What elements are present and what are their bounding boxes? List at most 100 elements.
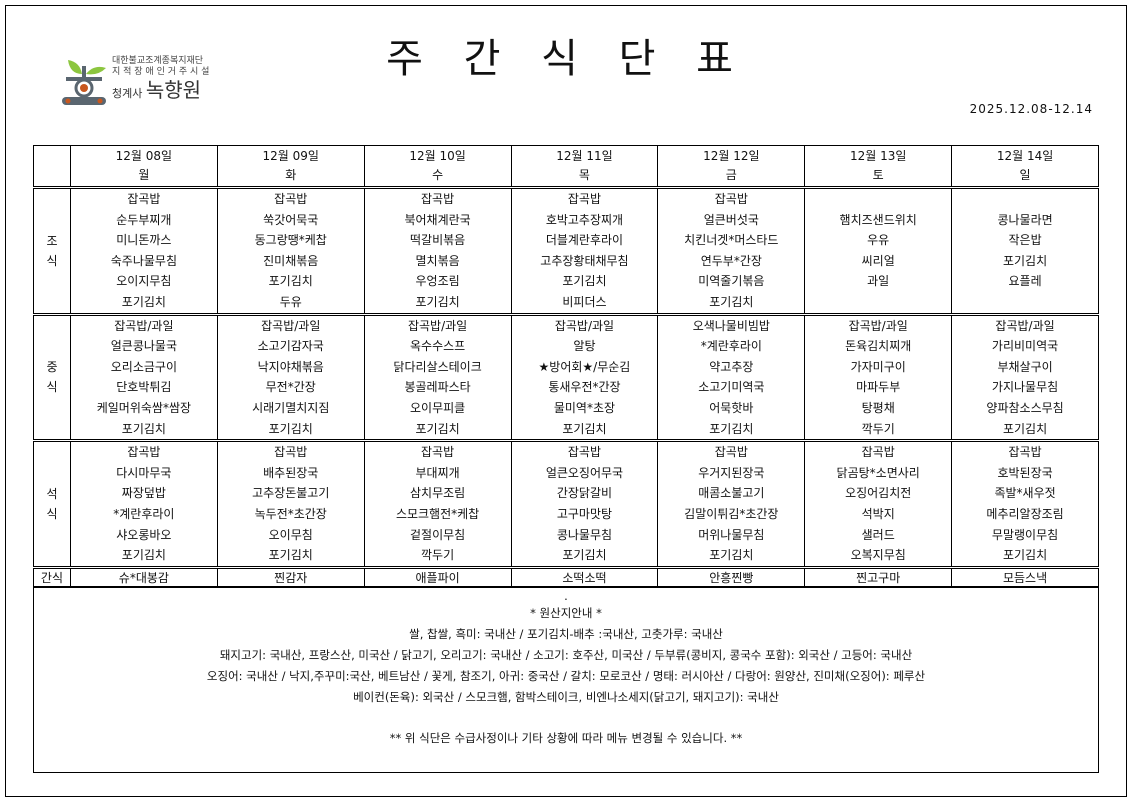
day-weekday: 수 (432, 168, 444, 182)
menu-item: 배추된장국 (263, 465, 319, 480)
day-weekday: 월 (138, 168, 150, 182)
day-header-2: 12월 10일 수 (363, 145, 512, 189)
menu-item: 간장닭갈비 (556, 486, 613, 501)
menu-item: 동그랑땡*케찹 (254, 233, 327, 248)
menu-item: 무말랭이무침 (991, 527, 1059, 542)
menu-item: 오색나물비빔밥 (692, 318, 770, 333)
day-header-5: 12월 13일 토 (804, 145, 953, 189)
menu-cell: 잡곡밥/과일 얼큰콩나물국 오리소금구이 단호박튀김 케일머위숙쌈*쌈장 포기김치 (69, 313, 218, 443)
menu-item: 삼치무조림 (409, 486, 466, 501)
menu-item: 탕평채 (861, 400, 895, 415)
menu-item: 북어채계란국 (404, 212, 471, 227)
menu-item: 요플레 (1008, 274, 1042, 289)
logo: 대한불교조계종복지재단 지 적 장 애 인 거 주 시 설 청계사 녹향원 (60, 56, 280, 110)
menu-item: 다시마무국 (116, 465, 172, 480)
menu-item (805, 189, 951, 210)
menu-item: 오이무피클 (409, 400, 466, 415)
menu-item: 깍두기 (421, 548, 455, 563)
menu-item: 케일머위숙쌈*쌈장 (96, 400, 192, 415)
menu-item: 가지나물무침 (991, 380, 1059, 395)
menu-item: 포기김치 (268, 274, 313, 289)
day-date: 12월 09일 (262, 149, 319, 163)
menu-item: 머위나물무침 (698, 527, 765, 542)
menu-item: 양파참소스무침 (986, 400, 1064, 415)
menu-item: 잡곡밥 (127, 192, 161, 206)
menu-item: 포기김치 (709, 548, 754, 563)
menu-item: 우거지된장국 (698, 465, 765, 480)
menu-item: 통새우전*간장 (548, 380, 621, 395)
menu-item: 두유 (279, 294, 302, 309)
day-date: 12월 13일 (849, 149, 907, 163)
menu-item: 호박된장국 (997, 465, 1053, 480)
notes-line: 오징어: 국내산 / 낙지,주꾸미:국산, 베트남산 / 꽃게, 참조기, 아귀… (206, 669, 926, 683)
menu-table: 12월 08일 월 12월 09일 화 12월 10일 수 12월 11일 목 12월 12일 금… (33, 145, 1099, 588)
logo-line1: 대한불교조계종복지재단 (112, 56, 204, 66)
menu-item: 콩나물라면 (997, 212, 1053, 227)
menu-item: 잡곡밥/과일 (407, 318, 468, 333)
menu-item: 깍두기 (861, 421, 895, 436)
menu-cell: 잡곡밥 닭곰탕*소면사리 오징어김치전 석박지 샐러드 오복지무침 (804, 440, 953, 569)
menu-item: 포기김치 (709, 421, 754, 436)
menu-item: 얼큰버섯국 (703, 212, 759, 227)
menu-item: 잡곡밥 (714, 445, 748, 460)
menu-item: 고구마맛탕 (556, 506, 613, 521)
menu-cell: 콩나물라면 작은밥 포기김치 요플레 (951, 187, 1099, 316)
menu-item: 연두부*간장 (700, 253, 762, 268)
meal-label-2: 식 (46, 253, 58, 268)
meal-label-1: 석 (46, 486, 58, 501)
menu-item: 미역줄기볶음 (698, 274, 765, 289)
menu-item: 오이지무침 (116, 274, 172, 289)
menu-item: 매콤소불고기 (698, 486, 765, 501)
menu-item: 단호박튀김 (116, 380, 172, 395)
menu-item: 소고기미역국 (698, 380, 765, 395)
menu-item: 잡곡밥/과일 (995, 318, 1055, 333)
day-header-0: 12월 08일 월 (69, 145, 218, 189)
notes-warning: ** 위 식단은 수급사정이나 기타 상황에 따라 메뉴 변경될 수 있습니다.… (389, 731, 743, 745)
menu-item: 포기김치 (268, 548, 313, 563)
menu-item: 부대찌개 (415, 465, 460, 480)
menu-item: 고추장황태채무침 (540, 253, 629, 268)
menu-item: 고추장돈불고기 (252, 486, 330, 501)
menu-item: 닭곰탕*소면사리 (836, 465, 920, 480)
day-weekday: 화 (285, 168, 297, 182)
menu-item: 오복지무침 (850, 548, 906, 563)
page-border (5, 5, 1127, 797)
menu-item: 비피더스 (562, 294, 607, 309)
menu-item (952, 292, 1098, 313)
menu-item: 마파두부 (856, 380, 901, 395)
menu-item: 잡곡밥 (567, 192, 602, 206)
menu-item: 잡곡밥/과일 (848, 318, 908, 333)
menu-item (952, 189, 1098, 210)
menu-cell: 잡곡밥/과일 소고기감자국 낙지야채볶음 무전*간장 시래기멸치지짐 포기김치 (216, 313, 365, 443)
menu-item: 포기김치 (415, 294, 460, 309)
menu-cell: 잡곡밥 다시마무국 짜장덮밥 *계란후라이 샤오롱바오 포기김치 (69, 440, 218, 569)
logo-line2: 지 적 장 애 인 거 주 시 설 (112, 67, 210, 77)
menu-item: 진미채볶음 (263, 253, 319, 268)
meal-label-1: 조 (46, 233, 58, 248)
notes-heading: * 원산지안내 * (530, 606, 602, 620)
snack-item: 안흥찐빵 (657, 566, 806, 588)
menu-item: 석박지 (861, 506, 895, 521)
snack-item: 찐고구마 (804, 566, 953, 588)
menu-item: 치킨너겟*머스타드 (684, 233, 779, 248)
menu-item: 잡곡밥/과일 (114, 318, 174, 333)
meal-row: 조 식 잡곡밥 순두부찌개 미니돈까스 숙주나물무침 오이지무침 포기김치 잡곡밥 쑥갓어묵국 동그… (33, 187, 1099, 316)
menu-item: 포기김치 (709, 294, 754, 309)
day-date: 12월 11일 (556, 149, 613, 163)
menu-item: 얼큰콩나물국 (110, 339, 177, 354)
menu-cell: 잡곡밥 순두부찌개 미니돈까스 숙주나물무침 오이지무침 포기김치 (69, 187, 218, 316)
menu-item: 잡곡밥/과일 (554, 318, 615, 333)
notes-line: 돼지고기: 국내산, 프랑스산, 미국산 / 닭고기, 오리고기: 국내산 / … (219, 648, 913, 662)
menu-item: 가자미구이 (850, 359, 906, 374)
date-range: 2025.12.08-12.14 (969, 102, 1093, 116)
menu-item: *계란후라이 (700, 339, 762, 354)
menu-item: 얼큰오징어무국 (545, 465, 624, 480)
snack-item: 애플파이 (363, 566, 512, 588)
menu-item: 쑥갓어묵국 (263, 212, 319, 227)
menu-item: 가리비미역국 (991, 339, 1059, 354)
menu-cell: 잡곡밥/과일 돈육김치찌개 가자미구이 마파두부 탕평채 깍두기 (804, 313, 953, 443)
day-weekday: 금 (725, 168, 737, 182)
snack-row: 간식 슈*대봉감 찐감자 애플파이 소떡소떡 안흥찐빵 찐고구마 모듬스낵 (33, 566, 1099, 588)
menu-item: 더블계란후라이 (545, 233, 624, 248)
